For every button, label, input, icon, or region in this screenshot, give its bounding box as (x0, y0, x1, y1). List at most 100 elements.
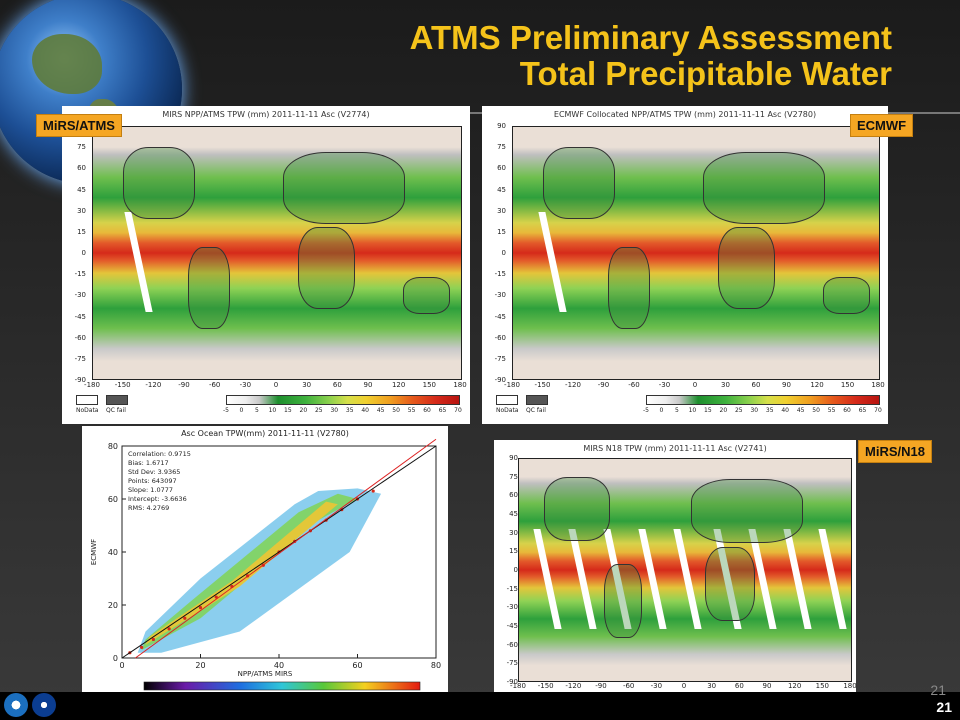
lat-tick: 30 (77, 206, 86, 215)
lat-tick: 60 (509, 491, 518, 500)
lon-tick: 180 (843, 682, 857, 690)
stat-line: Slope: 1.0777 (128, 486, 173, 494)
lon-tick: 120 (787, 682, 802, 690)
lon-tick: 0 (681, 682, 687, 690)
lon-tick: -180 (504, 381, 520, 389)
stat-line: Std Dev: 3.9365 (128, 468, 180, 476)
lon-tick: 30 (707, 682, 717, 690)
lon-tick: 0 (692, 381, 698, 389)
colorbar-tick: 35 (345, 407, 354, 414)
lon-tick: -150 (534, 381, 551, 389)
data-point (151, 637, 155, 642)
lon-tick: 120 (391, 381, 406, 389)
lat-tick: 75 (509, 472, 518, 481)
lat-tick: -75 (506, 659, 518, 668)
slide-title: ATMS Preliminary Assessment Total Precip… (410, 20, 892, 92)
lon-tick: 180 (871, 381, 885, 389)
title-line-1: ATMS Preliminary Assessment (409, 19, 892, 56)
lon-tick: -180 (510, 682, 526, 690)
colorbar-tick: 10 (268, 407, 277, 414)
colorbar-tick: 45 (796, 407, 805, 414)
lat-tick: -45 (494, 312, 506, 321)
lat-tick: 30 (509, 528, 518, 537)
colorbar-tick: 20 (719, 407, 728, 414)
tpw-colorbar (226, 395, 460, 405)
scatter-chart: Asc Ocean TPW(mm) 2011-11-11 (V2780) 0 20 4… (90, 429, 441, 710)
lon-tick: -60 (628, 381, 640, 389)
lon-tick: -150 (114, 381, 131, 389)
label-miRS-atms: MiRS/ATMS (36, 114, 122, 137)
density-colorbar (143, 681, 421, 691)
colorbar-tick: 15 (704, 407, 712, 414)
colorbar-tick: 45 (376, 407, 385, 414)
y-tick-label: 60 (108, 495, 118, 504)
lon-tick: 150 (840, 381, 855, 389)
colorbar-tick: 50 (392, 407, 400, 414)
lon-tick: 30 (302, 381, 312, 389)
title-line-2: Total Precipitable Water (519, 55, 892, 92)
colorbar-tick: 30 (750, 407, 759, 414)
lat-tick: 0 (513, 566, 518, 574)
lat-tick: 30 (497, 206, 506, 215)
panel-n18-map: MIRS N18 TPW (mm) 2011-11-11 Asc (V2741)… (494, 440, 857, 718)
x-tick-label: 0 (119, 661, 124, 670)
page-number-ghost: 21 (930, 682, 946, 698)
lon-tick: 150 (815, 682, 830, 690)
lon-tick: 150 (422, 381, 437, 389)
map-title: MIRS N18 TPW (mm) 2011-11-11 Asc (V2741) (583, 444, 767, 453)
noaa-logo-icon (4, 693, 28, 717)
colorbar-tick: 25 (314, 407, 323, 414)
fit-line (135, 438, 437, 659)
label-ecmwf: ECMWF (850, 114, 914, 137)
qcfail-label: QC fail (106, 407, 126, 414)
data-point (198, 606, 203, 610)
density-peak (145, 501, 338, 645)
y-tick-label: 20 (108, 601, 118, 610)
label-miRS-n18: MiRS/N18 (858, 440, 932, 463)
stat-line: RMS: 4.2769 (128, 504, 169, 512)
lon-tick: 90 (762, 682, 772, 690)
page-number: 21 (936, 699, 952, 715)
nodata-label: NoData (76, 407, 99, 414)
colorbar-tick: 65 (858, 407, 867, 414)
lat-tick: 90 (509, 454, 518, 462)
lat-tick: 15 (497, 227, 506, 236)
panel-ecmwf-map: ECMWF Collocated NPP/ATMS TPW (mm) 2011-… (482, 106, 888, 424)
lat-tick: 45 (497, 185, 506, 194)
x-tick-label: 60 (352, 661, 362, 670)
lat-tick: -30 (74, 291, 86, 300)
lon-tick: 60 (734, 682, 744, 690)
lat-tick: -60 (74, 333, 86, 342)
stat-line: Correlation: 0.9715 (128, 450, 191, 458)
stat-line: Intercept: -3.6636 (128, 495, 187, 503)
lon-tick: 0 (273, 381, 279, 389)
data-point (371, 489, 375, 493)
lon-tick: -120 (145, 381, 162, 389)
data-point (167, 627, 171, 631)
colorbar-tick: -5 (223, 407, 229, 414)
colorbar-tick: 5 (675, 407, 679, 414)
tpw-map (512, 126, 880, 380)
lon-tick: 60 (751, 381, 761, 389)
qcfail-swatch (526, 395, 548, 405)
lat-tick: -90 (494, 376, 506, 384)
lon-tick: -60 (208, 381, 221, 389)
colorbar-tick: 35 (765, 407, 774, 414)
lat-tick: -15 (74, 270, 86, 279)
lat-tick: -30 (506, 603, 518, 612)
lat-tick: 60 (77, 164, 86, 173)
lat-tick: 15 (509, 547, 518, 556)
lon-tick: 30 (721, 381, 730, 389)
lon-tick: 180 (453, 381, 467, 389)
qcfail-swatch (106, 395, 128, 405)
tpw-colorbar (646, 395, 880, 405)
lon-axis: -180 -150 -120 -90 -60 -30 0 30 60 90 120 150 180 (84, 381, 467, 391)
lat-tick: 45 (77, 185, 86, 194)
colorbar-tick: 15 (284, 407, 292, 414)
lat-tick: -45 (506, 622, 518, 630)
colorbar-tick: 50 (812, 407, 820, 414)
colorbar-tick: 70 (454, 407, 462, 414)
lat-tick: -45 (74, 312, 86, 321)
